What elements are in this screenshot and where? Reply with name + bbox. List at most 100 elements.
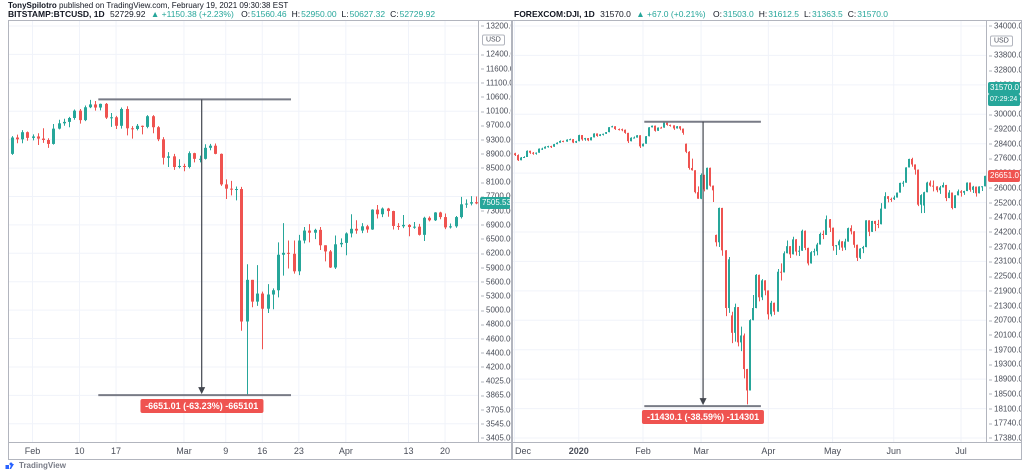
candle bbox=[214, 145, 217, 154]
candle bbox=[703, 174, 705, 190]
candle bbox=[767, 290, 769, 315]
candle bbox=[673, 125, 675, 129]
candle bbox=[428, 217, 431, 221]
candle bbox=[110, 117, 113, 119]
candle bbox=[225, 184, 228, 189]
price-axis-label: 24700.0 bbox=[989, 213, 1021, 222]
candle bbox=[520, 157, 522, 161]
candle bbox=[697, 192, 699, 199]
time-axis[interactable]: Feb 10 17 Mar 9 16 23 Apr 13 20 bbox=[9, 442, 511, 459]
candle bbox=[975, 186, 977, 194]
candle bbox=[688, 151, 690, 168]
time-axis-label: 20 bbox=[440, 446, 451, 456]
candle bbox=[173, 156, 176, 168]
price-axis-label: 17740.0 bbox=[989, 419, 1021, 428]
price-axis-label: 20100.0 bbox=[989, 331, 1021, 340]
arrow-down-icon bbox=[699, 398, 707, 406]
time-axis-label: May bbox=[824, 446, 842, 456]
candle bbox=[749, 320, 751, 391]
candle bbox=[329, 251, 332, 268]
price-axis-label: 4025.00 bbox=[481, 377, 511, 386]
price-axis-label: 20700.0 bbox=[989, 316, 1021, 325]
candle bbox=[624, 129, 626, 133]
price-change: ▲ +67.0 (+0.21%) bbox=[636, 9, 706, 19]
price-axis-label: 17380.0 bbox=[989, 434, 1021, 443]
candle bbox=[361, 226, 364, 231]
candle bbox=[141, 125, 144, 127]
candle bbox=[350, 228, 353, 234]
price-axis[interactable]: 13200.00 USD 12400.00 11600.00 11100.00 10600… bbox=[478, 21, 511, 443]
candle bbox=[334, 244, 337, 268]
price-axis-label: 34000.0 bbox=[989, 22, 1021, 31]
candlestick-plot[interactable]: -6651.01 (-63.23%) -665101 bbox=[9, 21, 479, 443]
candlestick-plot[interactable]: -11430.1 (-38.59%) -114301 bbox=[513, 21, 987, 443]
candle bbox=[899, 182, 901, 193]
candle bbox=[569, 139, 571, 141]
price-axis-label: 21300.0 bbox=[989, 301, 1021, 310]
candle bbox=[556, 142, 558, 145]
price-axis-label: 5300.00 bbox=[481, 291, 511, 300]
time-axis-label: Apr bbox=[338, 446, 353, 456]
price-axis-label: 9300.00 bbox=[481, 135, 511, 144]
candle bbox=[832, 227, 834, 247]
price-axis-label: 19700.0 bbox=[989, 345, 1021, 354]
candle bbox=[816, 244, 818, 252]
time-axis[interactable]: Dec 2020 Feb Mar Apr May Jun Jul bbox=[513, 442, 1021, 459]
price-axis-label: 18100.0 bbox=[989, 404, 1021, 413]
price-axis-label: 28400.0 bbox=[989, 139, 1021, 148]
candle bbox=[578, 135, 580, 142]
candle bbox=[593, 133, 595, 138]
candle bbox=[355, 228, 358, 231]
candle bbox=[829, 219, 831, 228]
symbol-header-btcusd: BITSTAMP:BTCUSD, 1D 52729.92 ▲ +1150.38 … bbox=[8, 9, 435, 19]
candle bbox=[636, 135, 638, 138]
time-axis-label: 9 bbox=[223, 446, 229, 456]
price-axis-label: 3865.00 bbox=[481, 391, 511, 400]
price-range-label[interactable]: -6651.01 (-63.23%) -665101 bbox=[140, 399, 264, 414]
candle bbox=[529, 150, 531, 153]
candle bbox=[700, 174, 702, 199]
candle bbox=[984, 175, 986, 187]
candle bbox=[183, 165, 186, 168]
price-range-label[interactable]: -11430.1 (-38.59%) -114301 bbox=[642, 410, 765, 425]
time-axis-label: Jun bbox=[886, 446, 901, 456]
candle bbox=[541, 148, 543, 150]
candle bbox=[84, 107, 87, 121]
btcusd-chart-panel: -6651.01 (-63.23%) -665101 13200.00 USD 12… bbox=[8, 20, 512, 460]
candle bbox=[11, 137, 14, 154]
price-axis-label: 9700.00 bbox=[481, 121, 511, 130]
candle bbox=[547, 146, 549, 148]
price-axis-label: 12400.00 bbox=[481, 50, 511, 59]
candle bbox=[146, 116, 149, 127]
candle bbox=[633, 137, 635, 139]
candle bbox=[621, 129, 623, 131]
candle bbox=[220, 153, 223, 185]
candle bbox=[16, 137, 19, 140]
candle bbox=[786, 246, 788, 254]
candle bbox=[706, 167, 708, 190]
price-axis[interactable]: 34000.0USD33800.032800.031800.030800.030… bbox=[986, 21, 1021, 443]
price-axis-label: 21900.0 bbox=[989, 286, 1021, 295]
ohlc-value: 51560.46 bbox=[251, 9, 287, 19]
candle bbox=[939, 187, 941, 191]
candle bbox=[199, 158, 202, 160]
candle bbox=[669, 124, 671, 126]
candle bbox=[630, 137, 632, 142]
candle bbox=[813, 251, 815, 253]
candle bbox=[770, 302, 772, 315]
time-axis-label: Jul bbox=[955, 446, 967, 456]
time-axis-label: Mar bbox=[176, 446, 192, 456]
candle bbox=[261, 293, 264, 309]
price-axis-label: 3405.00 bbox=[481, 434, 511, 443]
candle bbox=[926, 182, 928, 193]
price-badge: 31570.0 bbox=[988, 82, 1020, 95]
candle bbox=[381, 208, 384, 215]
candle bbox=[936, 186, 938, 191]
candle bbox=[277, 254, 280, 291]
candle bbox=[157, 127, 160, 140]
ohlc-key: C: bbox=[390, 9, 399, 19]
time-axis-label: 16 bbox=[257, 446, 268, 456]
candle bbox=[584, 138, 586, 140]
candle bbox=[920, 195, 922, 205]
ohlc-key: H: bbox=[758, 9, 768, 19]
